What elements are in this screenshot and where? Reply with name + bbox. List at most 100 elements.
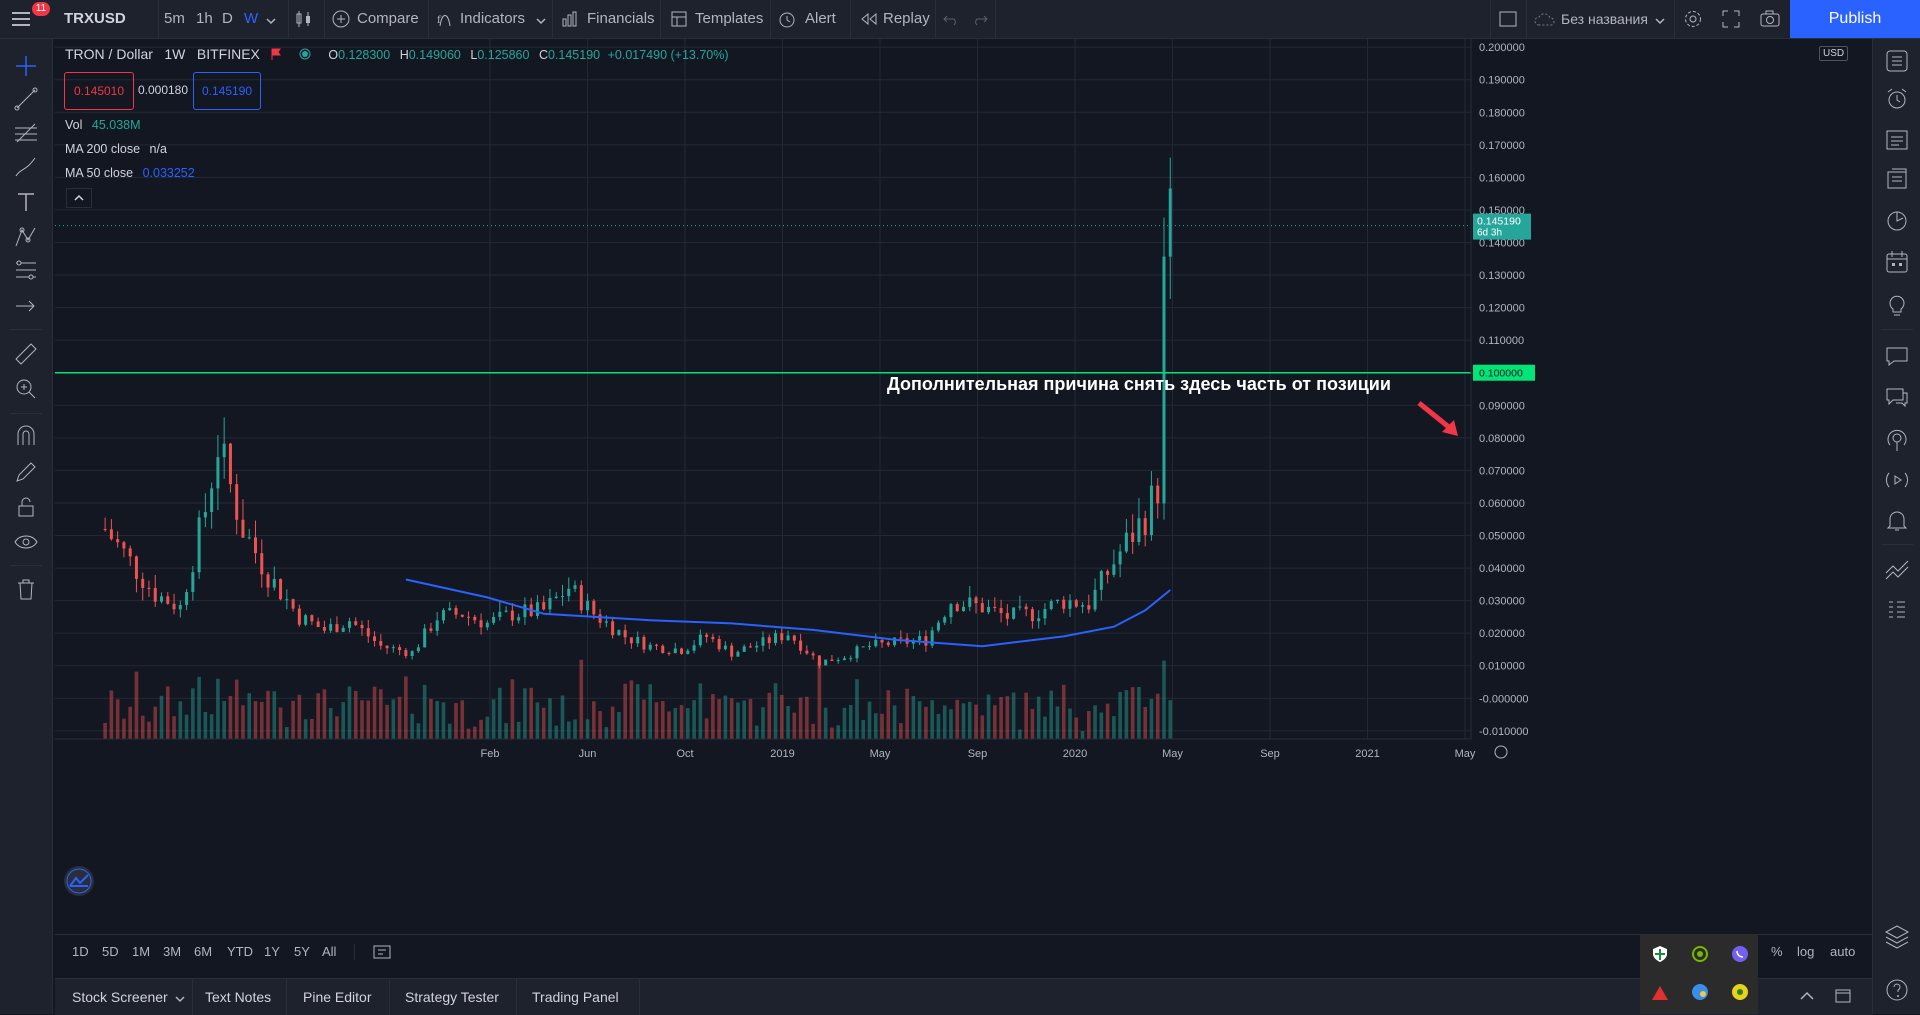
range-1m[interactable]: 1M xyxy=(132,944,151,959)
trash-icon[interactable] xyxy=(13,576,39,602)
interval-5m[interactable]: 5m xyxy=(164,10,185,27)
financials-icon[interactable] xyxy=(561,10,579,28)
alert-clock-icon[interactable] xyxy=(778,10,796,28)
tab-pine-editor[interactable]: Pine Editor xyxy=(303,989,372,1005)
streams-icon[interactable] xyxy=(1884,427,1910,453)
ideas-lightbulb-icon[interactable] xyxy=(1884,291,1910,317)
financials-button[interactable]: Financials xyxy=(587,10,655,27)
plus-circle-icon[interactable] xyxy=(332,10,350,28)
compare-button[interactable]: Compare xyxy=(357,10,419,27)
range-1d[interactable]: 1D xyxy=(72,944,89,959)
chevron-down-icon[interactable] xyxy=(536,14,546,25)
watchlist-icon[interactable] xyxy=(1884,48,1910,74)
crosshair-icon[interactable] xyxy=(13,53,39,79)
range-1y[interactable]: 1Y xyxy=(264,944,280,959)
viber-icon[interactable] xyxy=(1730,944,1750,964)
text-tool-icon[interactable] xyxy=(13,189,39,215)
currency-label[interactable]: USD xyxy=(1819,46,1849,61)
help-icon[interactable] xyxy=(1884,977,1910,1003)
percent-scale-toggle[interactable]: % xyxy=(1771,944,1783,959)
layers-icon[interactable] xyxy=(1884,923,1910,949)
lock-icon[interactable] xyxy=(13,494,39,520)
range-ytd[interactable]: YTD xyxy=(227,944,253,959)
smile-icon[interactable] xyxy=(1730,982,1750,1002)
interval-d[interactable]: D xyxy=(222,10,233,27)
redo-icon[interactable] xyxy=(972,12,988,26)
menu-icon[interactable] xyxy=(12,10,34,28)
volume-legend[interactable]: Vol 45.038M xyxy=(65,118,141,132)
layout-select-icon[interactable] xyxy=(1499,11,1517,27)
chevron-down-icon[interactable] xyxy=(1655,14,1665,25)
zoom-in-icon[interactable] xyxy=(13,376,39,402)
goto-date-icon[interactable] xyxy=(373,944,391,960)
calendar-icon[interactable] xyxy=(1884,249,1910,275)
tab-strategy-tester[interactable]: Strategy Tester xyxy=(405,989,499,1005)
ma50-legend[interactable]: MA 50 close 0.033252 xyxy=(65,166,195,180)
range-5y[interactable]: 5Y xyxy=(294,944,310,959)
prediction-tool-icon[interactable] xyxy=(13,257,39,283)
chat-icon[interactable] xyxy=(1884,343,1910,369)
dom-icon[interactable] xyxy=(1884,596,1910,622)
collapse-legend-button[interactable] xyxy=(66,188,92,208)
alert-button[interactable]: Alert xyxy=(805,10,836,27)
range-6m[interactable]: 6M xyxy=(194,944,213,959)
indicators-button[interactable]: Indicators xyxy=(460,10,526,27)
symbol-search[interactable]: TRXUSD xyxy=(64,10,126,27)
trend-line-icon[interactable] xyxy=(13,86,39,112)
app-tray-icon[interactable] xyxy=(1650,982,1670,1002)
eye-icon[interactable] xyxy=(13,529,39,555)
tab-text-notes[interactable]: Text Notes xyxy=(205,989,272,1005)
chevron-down-icon[interactable] xyxy=(266,14,276,25)
hotlist-icon[interactable] xyxy=(1884,207,1910,233)
shield-icon[interactable] xyxy=(1650,944,1670,964)
ruler-icon[interactable] xyxy=(13,341,39,367)
annotation-text[interactable]: Дополнительная причина снять здесь часть… xyxy=(887,374,1391,394)
chevron-down-icon[interactable] xyxy=(175,992,185,1003)
templates-button[interactable]: Templates xyxy=(695,10,764,27)
data-window-icon[interactable] xyxy=(1884,127,1910,153)
symbol-title[interactable]: TRON / Dollar xyxy=(65,46,153,62)
candles-chart-type-icon[interactable] xyxy=(294,9,314,29)
camera-icon[interactable] xyxy=(1760,10,1780,28)
layout-name[interactable]: Без названия xyxy=(1561,11,1648,27)
annotation-arrow-icon[interactable] xyxy=(1416,400,1462,440)
arrow-icon[interactable] xyxy=(13,293,39,319)
lock-pencil-icon[interactable] xyxy=(13,459,39,485)
network-icon[interactable] xyxy=(1690,982,1710,1002)
magnet-icon[interactable] xyxy=(13,423,39,449)
interval-1h[interactable]: 1h xyxy=(196,10,213,27)
buy-button[interactable]: 0.145190 xyxy=(193,72,261,110)
auto-scale-toggle[interactable]: auto xyxy=(1830,944,1856,959)
undo-icon[interactable] xyxy=(943,12,959,26)
brush-icon[interactable] xyxy=(13,154,39,180)
sell-button[interactable]: 0.145010 xyxy=(64,72,134,110)
interval-w[interactable]: W xyxy=(244,10,259,27)
fib-tool-icon[interactable] xyxy=(13,120,39,146)
pattern-tool-icon[interactable] xyxy=(13,224,39,250)
notifications-bell-icon[interactable] xyxy=(1884,507,1910,533)
tab-trading-panel[interactable]: Trading Panel xyxy=(532,989,619,1005)
range-all[interactable]: All xyxy=(322,944,337,959)
ma200-legend[interactable]: MA 200 close n/a xyxy=(65,142,167,156)
fullscreen-icon[interactable] xyxy=(1722,10,1740,28)
replay-icon[interactable] xyxy=(860,12,878,26)
templates-icon[interactable] xyxy=(670,10,688,28)
tab-stock-screener[interactable]: Stock Screener xyxy=(72,989,168,1005)
news-icon[interactable] xyxy=(1884,166,1910,192)
flag-icon[interactable] xyxy=(271,48,282,60)
chevron-up-icon[interactable] xyxy=(1800,990,1814,1002)
nvidia-icon[interactable] xyxy=(1690,944,1710,964)
play-signal-icon[interactable] xyxy=(1884,467,1910,493)
range-3m[interactable]: 3M xyxy=(163,944,182,959)
messages-icon[interactable] xyxy=(1884,384,1910,410)
publish-button[interactable]: Publish xyxy=(1790,0,1920,38)
range-5d[interactable]: 5D xyxy=(102,944,119,959)
axis-settings-gear-icon[interactable] xyxy=(1494,745,1508,759)
log-scale-toggle[interactable]: log xyxy=(1797,944,1815,959)
maximize-panel-icon[interactable] xyxy=(1835,989,1851,1003)
settings-gear-icon[interactable] xyxy=(1683,9,1703,29)
trading-panel-icon[interactable] xyxy=(1884,557,1910,583)
indicators-icon[interactable]: f xyxy=(436,10,454,28)
tradingview-logo-icon[interactable] xyxy=(64,866,94,896)
replay-button[interactable]: Replay xyxy=(883,10,930,27)
